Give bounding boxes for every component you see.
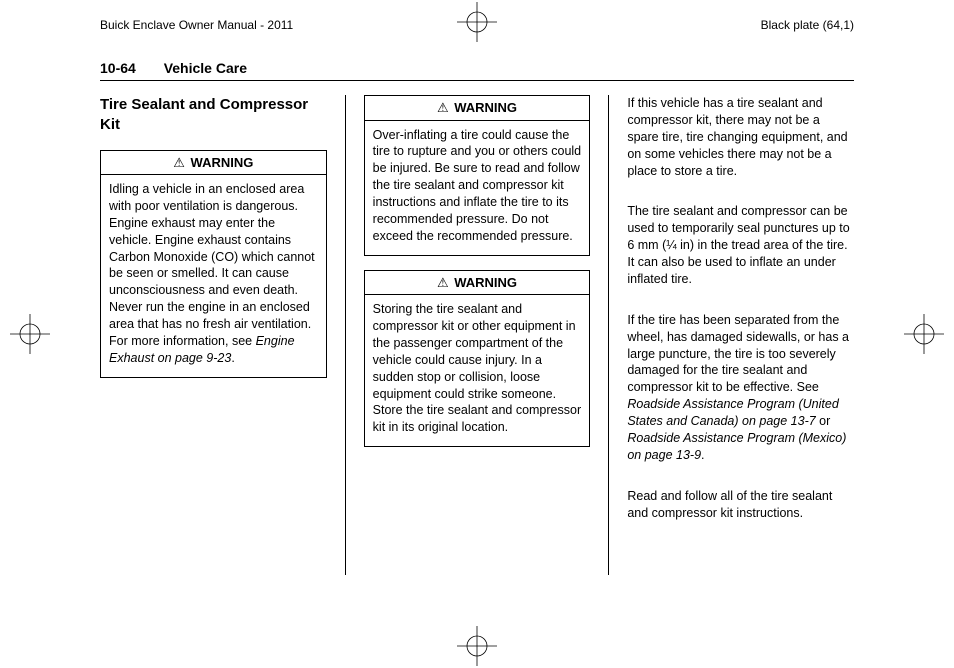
content-columns: Tire Sealant and Compressor Kit ⚠ WARNIN… xyxy=(100,95,854,575)
paragraph-text: or xyxy=(816,414,831,428)
column-2: ⚠ WARNING Over-inflating a tire could ca… xyxy=(364,95,591,575)
warning-heading: ⚠ WARNING xyxy=(365,271,590,296)
paragraph-text: . xyxy=(701,448,704,462)
warning-box: ⚠ WARNING Over-inflating a tire could ca… xyxy=(364,95,591,256)
paragraph-text: If the tire has been separated from the … xyxy=(627,313,849,395)
cross-reference: Roadside Assistance Program (Mexico) on … xyxy=(627,431,846,462)
warning-text-end: . xyxy=(231,351,234,365)
registration-mark-icon xyxy=(10,314,50,354)
section-name: Vehicle Care xyxy=(164,60,247,76)
paragraph: If this vehicle has a tire sealant and c… xyxy=(627,95,854,179)
cross-reference: Roadside Assistance Program (United Stat… xyxy=(627,397,838,428)
paragraph: If the tire has been separated from the … xyxy=(627,312,854,464)
warning-label: WARNING xyxy=(454,275,517,290)
paragraph: The tire sealant and compressor can be u… xyxy=(627,203,854,287)
warning-text: Idling a vehicle in an enclosed area wit… xyxy=(109,182,315,348)
column-divider xyxy=(345,95,346,575)
page-number: 10-64 xyxy=(100,60,136,76)
column-divider xyxy=(608,95,609,575)
registration-mark-icon xyxy=(904,314,944,354)
warning-heading: ⚠ WARNING xyxy=(101,151,326,176)
warning-heading: ⚠ WARNING xyxy=(365,96,590,121)
warning-label: WARNING xyxy=(191,155,254,170)
warning-icon: ⚠ xyxy=(173,155,185,170)
section-title: Tire Sealant and Compressor Kit xyxy=(100,95,327,136)
registration-mark-icon xyxy=(457,626,497,666)
paragraph: Read and follow all of the tire sealant … xyxy=(627,488,854,522)
warning-icon: ⚠ xyxy=(437,275,449,290)
warning-box: ⚠ WARNING Idling a vehicle in an enclose… xyxy=(100,150,327,378)
warning-label: WARNING xyxy=(454,100,517,115)
column-1: Tire Sealant and Compressor Kit ⚠ WARNIN… xyxy=(100,95,327,575)
column-3: If this vehicle has a tire sealant and c… xyxy=(627,95,854,575)
warning-box: ⚠ WARNING Storing the tire sealant and c… xyxy=(364,270,591,448)
page-content: 10-64 Vehicle Care Tire Sealant and Comp… xyxy=(100,60,854,628)
plate-label: Black plate (64,1) xyxy=(761,18,854,32)
warning-body: Storing the tire sealant and compressor … xyxy=(365,295,590,446)
manual-title: Buick Enclave Owner Manual - 2011 xyxy=(100,18,293,32)
warning-body: Over-inflating a tire could cause the ti… xyxy=(365,121,590,255)
print-header: Buick Enclave Owner Manual - 2011 Black … xyxy=(0,18,954,32)
page-header: 10-64 Vehicle Care xyxy=(100,60,854,81)
warning-body: Idling a vehicle in an enclosed area wit… xyxy=(101,175,326,377)
warning-icon: ⚠ xyxy=(437,100,449,115)
